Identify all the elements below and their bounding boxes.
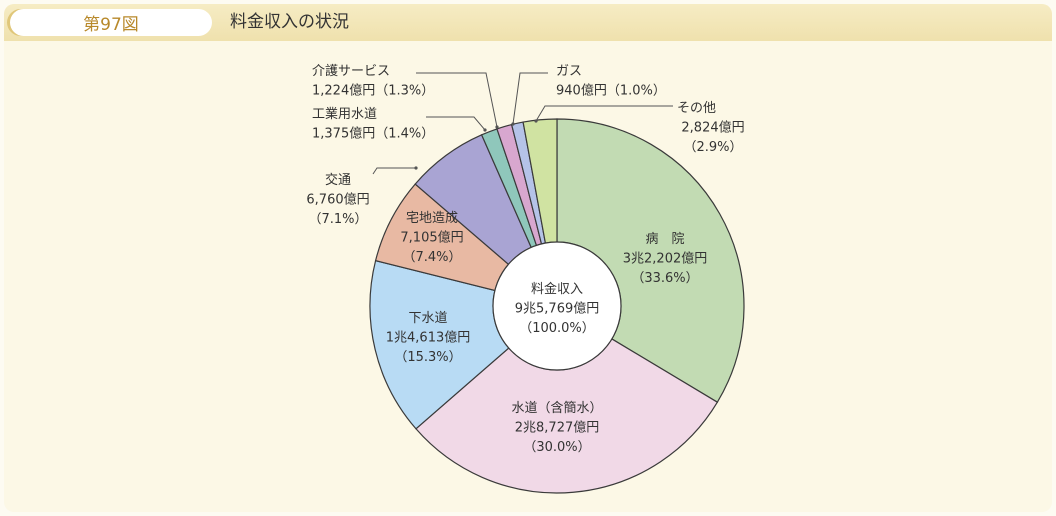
leader-line (426, 116, 486, 131)
slice-label-line: （1.4%） (375, 127, 434, 142)
center-label-line: 9兆5,769億円 (515, 301, 600, 317)
slice-label-line: 水道（含簡水） (511, 400, 602, 416)
slice-label-line: 1兆4,613億円 (386, 330, 471, 346)
leader-line (416, 72, 498, 128)
slice-label: 下水道 1兆4,613億円 （15.3%） (386, 311, 471, 365)
slice-label-line: 下水道 (408, 311, 447, 326)
leader-dot (483, 128, 487, 132)
slice-label-line: 1,224億円 (312, 83, 375, 99)
leader-line (512, 72, 548, 125)
slice-label-line: 3兆2,202億円 (623, 251, 708, 267)
leader-line (535, 105, 673, 122)
center-label-line: 料金収入 (531, 281, 583, 297)
slice-label-line: （15.3%） (394, 350, 461, 365)
slice-label: 宅地造成 7,105億円 （7.4%） (400, 211, 463, 265)
slice-label-line: 1,375億円 (312, 126, 375, 142)
slice-label-line: 940億円 (556, 83, 607, 99)
slice-label-line: その他 (677, 101, 716, 116)
slice-label-line: 工業用水道 (312, 106, 377, 122)
leader-line (372, 167, 416, 175)
leader-dot (511, 122, 515, 126)
center-label: 料金収入 9兆5,769億円 （100.0%） (515, 281, 600, 336)
slice-label-line: 宅地造成 (406, 211, 458, 226)
slice-label-line: 病 院 (645, 232, 684, 247)
leader-dot (495, 125, 499, 129)
slice-label: その他 (677, 101, 716, 116)
figure-number-badge: 第97図 (10, 9, 212, 36)
slice-label-line: （7.4%） (402, 250, 461, 265)
slice-label: 水道（含簡水） 2兆8,727億円 （30.0%） (511, 400, 602, 455)
slice-label-line: 7,105億円 (400, 230, 463, 246)
slice-label-line: ガス (556, 64, 582, 79)
slice-label-line: 6,760億円 (306, 192, 369, 208)
donut-hole (492, 241, 622, 371)
slice-label-line: （30.0%） (523, 440, 590, 455)
slice-label-line: 2,824億円 (681, 120, 744, 136)
slice-label-line: （7.1%） (308, 212, 367, 227)
leader-dot (414, 166, 418, 170)
slice-label-line: 2兆8,727億円 (515, 420, 600, 436)
slice-label: 介護サービス 1,224億円（1.3%） (312, 63, 434, 99)
slice-label: 病 院 3兆2,202億円 （33.6%） (623, 232, 708, 286)
leader-dot (534, 119, 538, 123)
center-label-line: （100.0%） (519, 321, 595, 336)
slice-label-line: （33.6%） (631, 271, 698, 286)
figure-header: 第97図 料金収入の状況 (4, 4, 1052, 41)
slice-label-line: （1.3%） (375, 84, 434, 99)
slice-label-line: 交通 (325, 172, 351, 188)
slice-label: 工業用水道 1,375億円（1.4%） (312, 106, 434, 142)
slice-label-line: 介護サービス (312, 63, 390, 79)
slice-label: ガス 940億円（1.0%） (556, 64, 666, 99)
figure-title: 料金収入の状況 (230, 12, 349, 32)
slice-label-line: （1.0%） (607, 84, 666, 99)
slice-label: 2,824億円 （2.9%） (681, 120, 744, 156)
slice-label: 交通 6,760億円 （7.1%） (306, 172, 369, 227)
slice-label-line: （2.9%） (683, 140, 742, 155)
